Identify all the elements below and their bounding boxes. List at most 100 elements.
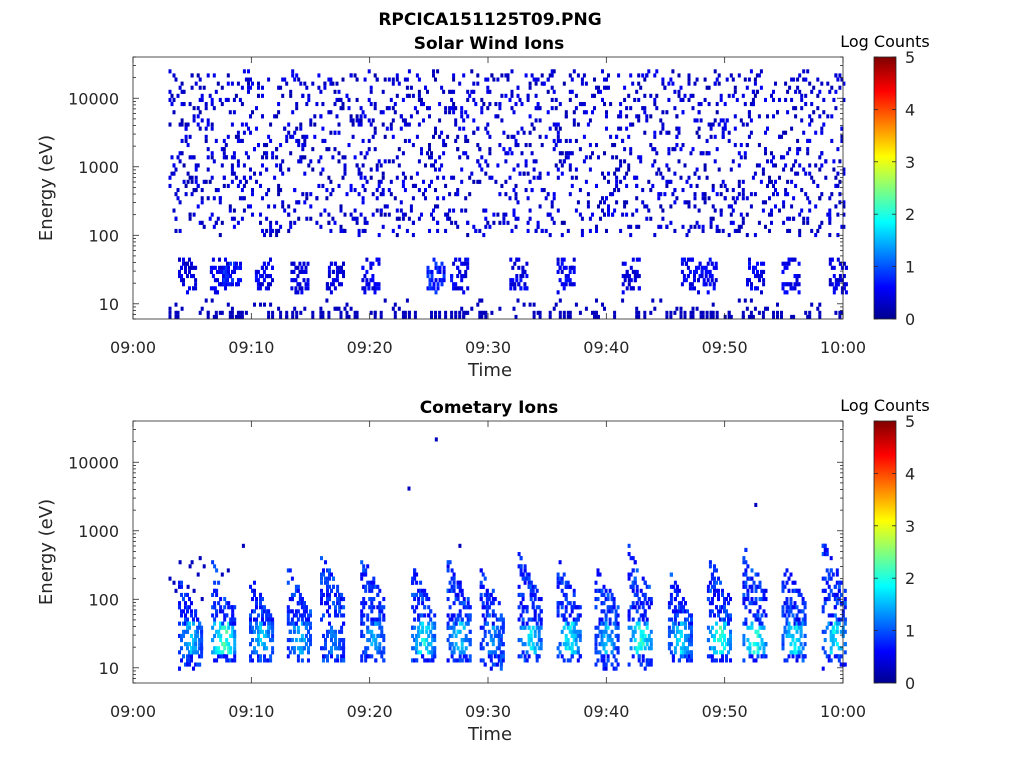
heatmap-cell: [290, 278, 294, 283]
heatmap-cell: [231, 282, 234, 287]
heatmap-cell: [715, 605, 718, 610]
heatmap-cell: [586, 200, 590, 205]
heatmap-cell: [190, 601, 193, 606]
heatmap-cell: [750, 282, 753, 287]
heatmap-cell: [588, 143, 592, 148]
heatmap-cell: [687, 97, 691, 102]
heatmap-cell: [665, 130, 669, 135]
heatmap-cell: [560, 580, 564, 585]
heatmap-cell: [721, 588, 724, 593]
heatmap-cell: [520, 102, 524, 107]
heatmap-cell: [687, 204, 691, 209]
heatmap-cell: [754, 642, 758, 647]
heatmap-cell: [617, 188, 621, 193]
heatmap-cell: [659, 130, 663, 135]
heatmap-cell: [523, 282, 527, 287]
heatmap-cell: [377, 183, 381, 188]
heatmap-cell: [562, 282, 566, 287]
heatmap-cell: [597, 314, 600, 319]
heatmap-cell: [631, 584, 635, 589]
heatmap-cell: [341, 175, 345, 180]
heatmap-cell: [395, 77, 399, 82]
heatmap-cell: [450, 97, 454, 102]
heatmap-cell: [690, 257, 694, 262]
heatmap-cell: [490, 175, 494, 180]
heatmap-cell: [221, 625, 225, 630]
heatmap-cell: [838, 274, 842, 279]
heatmap-cell: [612, 621, 616, 626]
heatmap-cell: [462, 118, 466, 123]
heatmap-cell: [364, 654, 368, 659]
heatmap-cell: [808, 310, 812, 315]
heatmap-cell: [405, 93, 409, 98]
heatmap-cell: [797, 261, 801, 266]
heatmap-cell: [619, 179, 623, 184]
heatmap-cell: [539, 646, 543, 651]
heatmap-cell: [612, 666, 616, 671]
heatmap-cell: [677, 658, 681, 663]
heatmap-cell: [313, 134, 317, 139]
heatmap-cell: [746, 564, 750, 569]
heatmap-cell: [508, 175, 512, 180]
heatmap-cell: [265, 613, 269, 618]
heatmap-cell: [271, 278, 274, 283]
heatmap-cell: [788, 228, 792, 233]
heatmap-cell: [709, 122, 713, 127]
heatmap-cell: [708, 588, 712, 593]
heatmap-cell: [295, 102, 299, 107]
heatmap-cell: [432, 286, 436, 291]
heatmap-cell: [360, 658, 364, 663]
colorbar-tick-label: 5: [905, 48, 915, 67]
heatmap-cell: [498, 220, 502, 225]
heatmap-cell: [233, 642, 237, 647]
heatmap-cell: [513, 282, 517, 287]
heatmap-cell: [818, 114, 822, 119]
heatmap-cell: [436, 265, 440, 270]
heatmap-cell: [840, 286, 844, 291]
heatmap-cell: [319, 155, 323, 160]
heatmap-cell: [604, 621, 608, 626]
heatmap-cell: [368, 588, 372, 593]
heatmap-cell: [380, 625, 384, 630]
heatmap-cell: [289, 151, 293, 156]
heatmap-cell: [764, 151, 767, 156]
heatmap-cell: [376, 621, 380, 626]
heatmap-cell: [194, 650, 198, 655]
heatmap-cell: [667, 646, 671, 651]
heatmap-cell: [391, 118, 395, 123]
heatmap-cell: [434, 261, 438, 266]
heatmap-cell: [217, 654, 221, 659]
heatmap-cell: [373, 314, 377, 319]
heatmap-cell: [422, 102, 425, 107]
heatmap-cell: [264, 286, 268, 291]
heatmap-cell: [327, 314, 331, 319]
heatmap-cell: [353, 155, 357, 160]
heatmap-cell: [566, 642, 570, 647]
heatmap-cell: [432, 73, 435, 78]
heatmap-cell: [267, 77, 271, 82]
heatmap-cell: [627, 163, 631, 168]
heatmap-cell: [537, 654, 541, 659]
heatmap-cell: [452, 580, 456, 585]
heatmap-cell: [684, 646, 687, 651]
heatmap-cell: [413, 576, 417, 581]
heatmap-cell: [200, 97, 204, 102]
heatmap-cell: [536, 175, 540, 180]
heatmap-cell: [688, 642, 691, 647]
heatmap-cell: [215, 646, 219, 651]
heatmap-cell: [679, 650, 683, 655]
heatmap-cell: [643, 613, 647, 618]
heatmap-cell: [485, 613, 489, 618]
heatmap-cell: [271, 617, 275, 622]
heatmap-cell: [657, 224, 661, 229]
heatmap-cell: [635, 601, 639, 606]
heatmap-cell: [595, 143, 598, 148]
heatmap-cell: [333, 286, 337, 291]
heatmap-cell: [375, 208, 379, 213]
heatmap-cell: [746, 646, 750, 651]
heatmap-cell: [588, 167, 592, 172]
heatmap-cell: [211, 560, 215, 565]
heatmap-cell: [834, 89, 838, 94]
heatmap-cell: [267, 629, 271, 634]
heatmap-cell: [307, 658, 310, 663]
